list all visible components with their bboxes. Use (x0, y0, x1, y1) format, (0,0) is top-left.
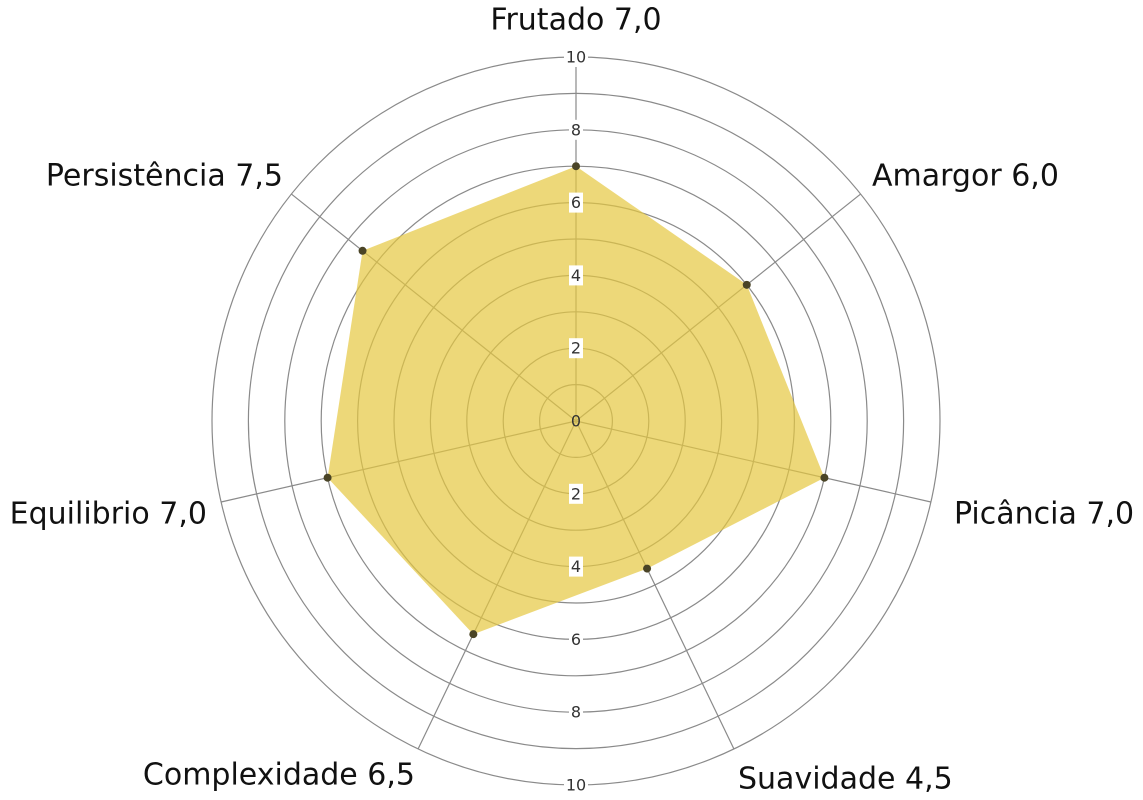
axis-label-1: Amargor 6,0 (872, 159, 1059, 194)
axis-label-3: Suavidade 4,5 (738, 762, 953, 797)
tick-label-up-2: 4 (569, 265, 583, 286)
tick-label-down-text-3: 8 (571, 703, 581, 722)
axis-label-4: Complexidade 6,5 (143, 758, 415, 793)
axis-label-5: Equilibrio 7,0 (10, 497, 207, 532)
tick-label-down-bg-4 (564, 775, 588, 795)
axis-label-6: Persistência 7,5 (46, 159, 283, 194)
tick-label-up-text-4: 8 (571, 120, 581, 139)
data-point-2 (820, 473, 829, 482)
tick-label-up-5: 10 (564, 47, 588, 67)
tick-label-down-1: 4 (569, 556, 583, 577)
data-area (327, 166, 825, 635)
tick-label-up-text-5: 10 (566, 48, 586, 67)
tick-label-down-text-4: 10 (566, 776, 586, 795)
tick-label-down-bg-0 (569, 483, 583, 504)
tick-labels: 0 2 4 6 8 10 2 4 6 8 10 (564, 47, 588, 795)
tick-label-up-bg-5 (564, 47, 588, 67)
tick-label-up-1: 2 (569, 338, 583, 359)
tick-label-down-2: 6 (569, 629, 583, 650)
tick-label-down-4: 10 (564, 775, 588, 795)
tick-label-down-bg-3 (569, 702, 583, 723)
tick-label-down-3: 8 (569, 702, 583, 723)
tick-label-up-4: 8 (569, 119, 583, 140)
tick-label-up-text-1: 2 (571, 339, 581, 358)
data-point-3 (643, 564, 652, 573)
tick-label-down-bg-2 (569, 629, 583, 650)
data-points (323, 162, 829, 639)
data-point-6 (358, 246, 367, 255)
data-area-layer (327, 166, 825, 635)
tick-label-up-3: 6 (569, 192, 583, 213)
data-point-5 (323, 473, 332, 482)
tick-label-up-bg-3 (569, 192, 583, 213)
data-point-1 (742, 280, 751, 289)
tick-label-up-bg-4 (569, 119, 583, 140)
tick-label-center: 0 (571, 412, 581, 431)
axis-label-2: Picância 7,0 (954, 497, 1134, 532)
tick-label-down-0: 2 (569, 483, 583, 504)
tick-label-down-text-1: 4 (571, 557, 581, 576)
tick-label-down-text-0: 2 (571, 484, 581, 503)
data-point-4 (469, 630, 478, 639)
tick-label-up-text-2: 4 (571, 266, 581, 285)
axis-labels: Frutado 7,0 Amargor 6,0 Picância 7,0 Suavid… (10, 3, 1134, 797)
tick-label-up-bg-1 (569, 338, 583, 359)
axis-label-0: Frutado 7,0 (490, 3, 661, 38)
tick-label-up-bg-2 (569, 265, 583, 286)
tick-label-down-bg-1 (569, 556, 583, 577)
tick-label-down-text-2: 6 (571, 630, 581, 649)
data-point-0 (572, 162, 580, 171)
tick-label-up-text-3: 6 (571, 193, 581, 212)
